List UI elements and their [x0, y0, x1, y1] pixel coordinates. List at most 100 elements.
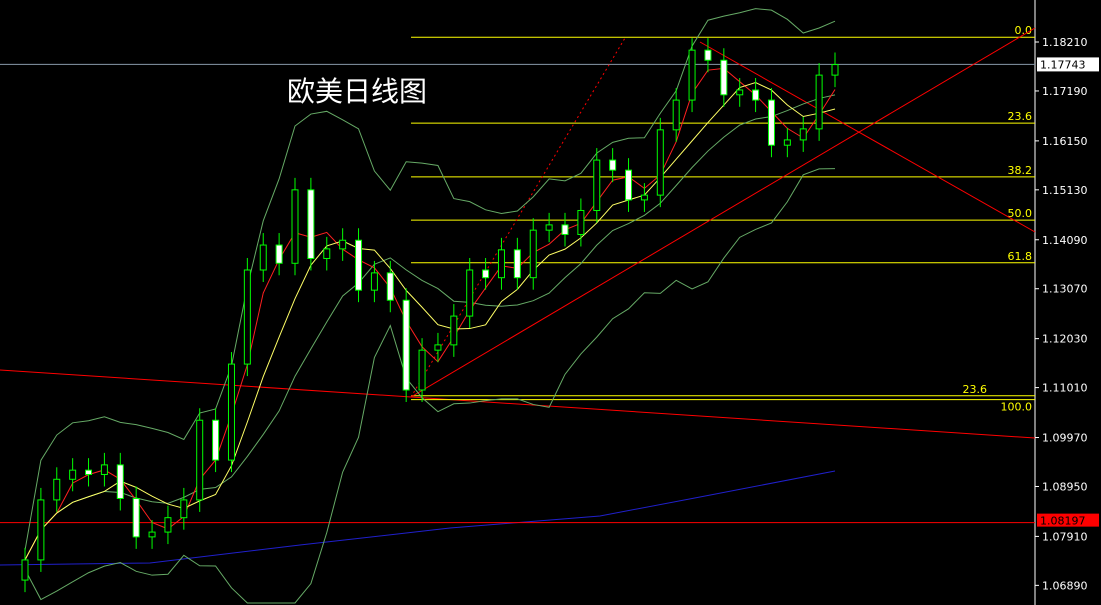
candle-body	[21, 559, 29, 581]
candle-body	[339, 239, 347, 250]
candle	[640, 183, 648, 212]
candle	[466, 258, 474, 329]
dashed-channel-line	[410, 37, 626, 398]
candle	[418, 338, 426, 402]
bollinger-lower	[24, 168, 836, 604]
fib-level-label: 61.8	[1008, 250, 1033, 263]
candle	[69, 458, 77, 492]
fib-level-label: 0.0	[1015, 24, 1033, 37]
fast-ma-line	[24, 67, 836, 561]
rising-trendline	[410, 27, 1036, 398]
horizontal-level-label: 1.08197	[1040, 515, 1086, 528]
bollinger-middle	[24, 94, 836, 561]
candle-body	[466, 269, 474, 317]
candle	[196, 408, 204, 512]
horizontal-level-label-bg	[1037, 513, 1099, 527]
candle	[736, 78, 744, 107]
candle-body	[275, 244, 283, 264]
candle	[53, 467, 61, 512]
candle	[831, 52, 839, 88]
candle	[497, 237, 505, 290]
y-tick-label: 1.16150	[1042, 135, 1088, 148]
candle-body	[720, 59, 728, 96]
candle	[545, 212, 553, 243]
candle-body	[625, 169, 633, 201]
slow-ma-line	[24, 82, 836, 561]
candle	[783, 127, 791, 158]
candle-body	[783, 139, 791, 146]
candle	[656, 117, 664, 208]
candle-body	[434, 344, 442, 351]
candle-body	[259, 244, 267, 271]
long-ma-line	[0, 470, 836, 566]
candle-body	[577, 209, 585, 235]
candle-body	[799, 128, 807, 141]
candle-body	[243, 269, 251, 365]
candle-body	[148, 531, 156, 538]
candle-body	[196, 419, 204, 501]
candle-body	[402, 299, 410, 391]
candle	[243, 258, 251, 377]
candle	[799, 116, 807, 152]
candle-body	[53, 478, 61, 501]
candle-body	[672, 99, 680, 131]
y-tick-label: 1.09970	[1042, 432, 1088, 445]
candle-body	[180, 499, 188, 519]
candle	[37, 487, 45, 572]
fib-level-label: 23.6	[963, 383, 988, 396]
candle	[767, 88, 775, 158]
candle	[513, 237, 521, 290]
candle	[164, 505, 172, 545]
candle	[291, 177, 299, 276]
current-price-label: 1.17743	[1040, 58, 1086, 71]
candle-body	[85, 469, 93, 475]
candle	[434, 332, 442, 363]
y-tick-label: 1.17190	[1042, 85, 1088, 98]
falling-trendline	[699, 41, 1036, 233]
candle-body	[815, 74, 823, 130]
candle-body	[640, 194, 648, 201]
candle-body	[37, 499, 45, 561]
y-tick-label: 1.15130	[1042, 184, 1088, 197]
candle-body	[545, 224, 553, 231]
candle	[339, 228, 347, 261]
candle	[132, 486, 140, 549]
y-tick-label: 1.08950	[1042, 480, 1088, 493]
candle-body	[227, 363, 235, 461]
candle-body	[752, 89, 760, 101]
y-tick-label: 1.12030	[1042, 333, 1088, 346]
candle	[386, 260, 394, 313]
candle	[529, 218, 537, 290]
candle	[577, 198, 585, 247]
candle	[704, 38, 712, 73]
candle-body	[497, 249, 505, 279]
candle	[275, 233, 283, 276]
candle	[85, 458, 93, 487]
candle-body	[370, 272, 378, 291]
candle-body	[593, 159, 601, 211]
candle-body	[69, 469, 77, 480]
candle	[672, 88, 680, 142]
candle-body	[132, 497, 140, 538]
candle-body	[831, 64, 839, 76]
candle-body	[100, 464, 108, 475]
candle-body	[291, 189, 299, 264]
candle	[625, 158, 633, 212]
current-price-label-bg	[1037, 57, 1099, 72]
candle-body	[116, 464, 124, 499]
candle	[259, 233, 267, 282]
candle	[212, 408, 220, 473]
long-trendline	[0, 369, 1036, 439]
candle	[815, 63, 823, 141]
candle-body	[767, 99, 775, 146]
candle-body	[656, 129, 664, 196]
candle	[180, 487, 188, 530]
candle-body	[450, 315, 458, 346]
y-tick-label: 1.14090	[1042, 234, 1088, 247]
candle-body	[513, 249, 521, 279]
candle	[100, 452, 108, 487]
candle	[21, 547, 29, 593]
candle	[355, 228, 363, 303]
candle	[688, 38, 696, 113]
